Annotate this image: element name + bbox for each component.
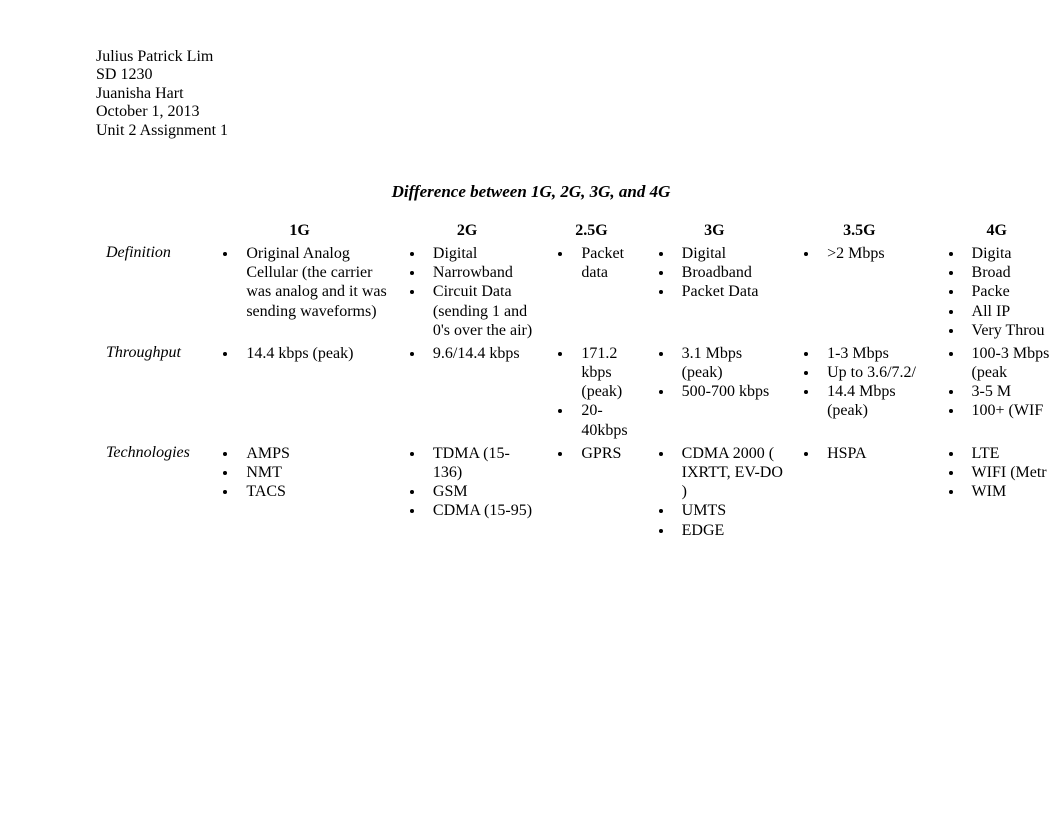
list-item: LTE — [964, 444, 1058, 463]
list-item: Digital — [674, 244, 783, 263]
list-item: GSM — [425, 482, 537, 501]
list-item: Packet data — [573, 244, 637, 282]
list-item: 100+ (WIF — [964, 401, 1058, 420]
list-item: >2 Mbps — [819, 244, 927, 263]
list-item: Digita — [964, 244, 1058, 263]
list-item: CDMA (15-95) — [425, 501, 537, 520]
list-item: 3.1 Mbps (peak) — [674, 344, 783, 382]
assignment-title: Unit 2 Assignment 1 — [96, 122, 1062, 140]
list-item: 14.4 kbps (peak) — [238, 344, 389, 363]
list-item: CDMA 2000 ( IXRTT, EV-DO ) — [674, 444, 783, 502]
author-name: Julius Patrick Lim — [96, 48, 1062, 66]
cell-definition-2g: Digital Narrowband Circuit Data (sending… — [393, 242, 541, 342]
list-item: 14.4 Mbps (peak) — [819, 382, 927, 420]
header-4g: 4G — [932, 220, 1062, 242]
header-2g: 2G — [393, 220, 541, 242]
list-item: Packe — [964, 282, 1058, 301]
list-item: Broad — [964, 263, 1058, 282]
header-25g: 2.5G — [541, 220, 641, 242]
cell-throughput-3g: 3.1 Mbps (peak) 500-700 kbps — [642, 342, 787, 442]
cell-definition-3g: Digital Broadband Packet Data — [642, 242, 787, 342]
cell-throughput-1g: 14.4 kbps (peak) — [206, 342, 393, 442]
list-item: Packet Data — [674, 282, 783, 301]
list-item: UMTS — [674, 501, 783, 520]
cell-technologies-1g: AMPS NMT TACS — [206, 442, 393, 542]
label-definition: Definition — [96, 242, 206, 342]
list-item: 171.2 kbps (peak) — [573, 344, 637, 402]
list-item: 1-3 Mbps — [819, 344, 927, 363]
header-35g: 3.5G — [787, 220, 931, 242]
list-item: GPRS — [573, 444, 637, 463]
cell-definition-25g: Packet data — [541, 242, 641, 342]
comparison-table: 1G 2G 2.5G 3G 3.5G 4G Definition Origina… — [96, 220, 1062, 542]
cell-technologies-4g: LTE WIFI (Metr WIM — [932, 442, 1062, 542]
list-item: 100-3 Mbps (peak — [964, 344, 1058, 382]
cell-technologies-25g: GPRS — [541, 442, 641, 542]
list-item: Broadband — [674, 263, 783, 282]
list-item: WIM — [964, 482, 1058, 501]
course-code: SD 1230 — [96, 66, 1062, 84]
list-item: TDMA (15-136) — [425, 444, 537, 482]
cell-definition-4g: Digita Broad Packe All IP Very Throu — [932, 242, 1062, 342]
list-item: EDGE — [674, 521, 783, 540]
list-item: TACS — [238, 482, 389, 501]
header-empty — [96, 220, 206, 242]
row-throughput: Throughput 14.4 kbps (peak) 9.6/14.4 kbp… — [96, 342, 1062, 442]
list-item: Up to 3.6/7.2/ — [819, 363, 927, 382]
list-item: NMT — [238, 463, 389, 482]
list-item: AMPS — [238, 444, 389, 463]
table-header-row: 1G 2G 2.5G 3G 3.5G 4G — [96, 220, 1062, 242]
list-item: 9.6/14.4 kbps — [425, 344, 537, 363]
cell-technologies-3g: CDMA 2000 ( IXRTT, EV-DO ) UMTS EDGE — [642, 442, 787, 542]
cell-definition-1g: Original Analog Cellular (the carrier wa… — [206, 242, 393, 342]
list-item: Original Analog Cellular (the carrier wa… — [238, 244, 389, 321]
list-item: 500-700 kbps — [674, 382, 783, 401]
cell-definition-35g: >2 Mbps — [787, 242, 931, 342]
list-item: All IP — [964, 302, 1058, 321]
list-item: HSPA — [819, 444, 927, 463]
document-date: October 1, 2013 — [96, 103, 1062, 121]
list-item: Very Throu — [964, 321, 1058, 340]
cell-throughput-35g: 1-3 Mbps Up to 3.6/7.2/ 14.4 Mbps (peak) — [787, 342, 931, 442]
header-3g: 3G — [642, 220, 787, 242]
cell-throughput-25g: 171.2 kbps (peak) 20-40kbps — [541, 342, 641, 442]
cell-technologies-2g: TDMA (15-136) GSM CDMA (15-95) — [393, 442, 541, 542]
list-item: WIFI (Metr — [964, 463, 1058, 482]
label-technologies: Technologies — [96, 442, 206, 542]
list-item: 3-5 M — [964, 382, 1058, 401]
row-technologies: Technologies AMPS NMT TACS TDMA (15-136)… — [96, 442, 1062, 542]
list-item: 20-40kbps — [573, 401, 637, 439]
cell-throughput-2g: 9.6/14.4 kbps — [393, 342, 541, 442]
document-header: Julius Patrick Lim SD 1230 Juanisha Hart… — [96, 48, 1062, 140]
list-item: Circuit Data (sending 1 and 0's over the… — [425, 282, 537, 340]
label-throughput: Throughput — [96, 342, 206, 442]
list-item: Narrowband — [425, 263, 537, 282]
page-title: Difference between 1G, 2G, 3G, and 4G — [96, 182, 1062, 202]
cell-technologies-35g: HSPA — [787, 442, 931, 542]
row-definition: Definition Original Analog Cellular (the… — [96, 242, 1062, 342]
instructor-name: Juanisha Hart — [96, 85, 1062, 103]
cell-throughput-4g: 100-3 Mbps (peak 3-5 M 100+ (WIF — [932, 342, 1062, 442]
header-1g: 1G — [206, 220, 393, 242]
list-item: Digital — [425, 244, 537, 263]
